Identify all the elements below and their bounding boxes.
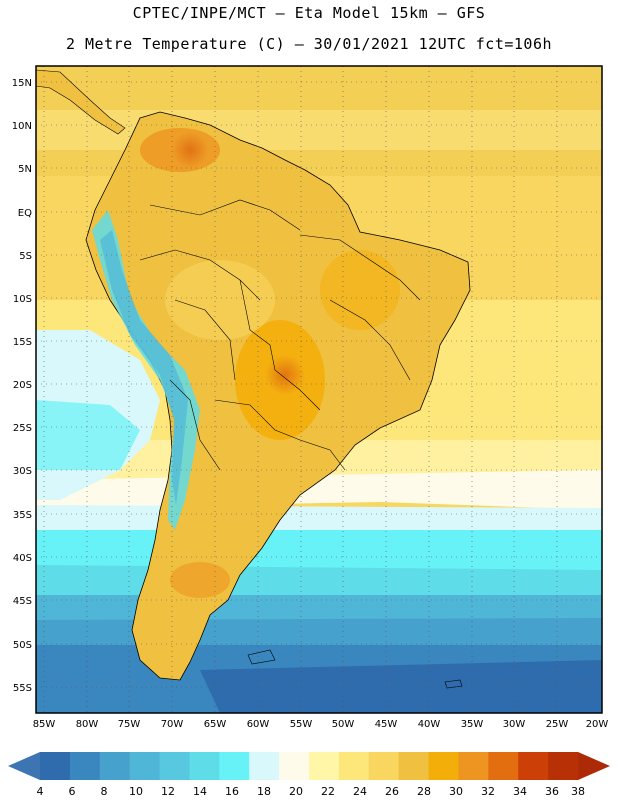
colorbar-label: 22 — [321, 785, 335, 798]
colorbar-label: 16 — [225, 785, 239, 798]
colorbar-swatch — [458, 752, 489, 780]
lon-label: 85W — [33, 719, 56, 730]
colorbar-label: 8 — [101, 785, 108, 798]
colorbar-swatch — [279, 752, 310, 780]
colorbar-swatch — [398, 752, 430, 780]
temperature-field — [36, 66, 602, 713]
longitude-labels: 85W 80W 75W 70W 65W 60W 55W 50W 45W 40W … — [33, 719, 609, 730]
lat-label: 35S — [13, 510, 32, 521]
colorbar-label: 20 — [289, 785, 303, 798]
lat-label: 20S — [13, 380, 32, 391]
colorbar-label: 4 — [37, 785, 44, 798]
colorbar-swatch — [40, 752, 71, 780]
lon-label: 20W — [586, 719, 609, 730]
lon-label: 80W — [76, 719, 99, 730]
lon-label: 45W — [375, 719, 398, 730]
lat-label: 10N — [12, 121, 32, 132]
lon-label: 25W — [546, 719, 569, 730]
lon-label: 55W — [290, 719, 313, 730]
colorbar-label: 14 — [193, 785, 207, 798]
colorbar-label: 18 — [257, 785, 271, 798]
colorbar-swatch — [99, 752, 131, 780]
lat-label: 5N — [18, 164, 32, 175]
colorbar-swatch — [338, 752, 370, 780]
colorbar-swatch — [548, 752, 579, 780]
colorbar-label: 26 — [385, 785, 399, 798]
colorbar: 4 6 8 10 12 14 16 18 20 22 24 26 28 30 3… — [8, 752, 610, 798]
lon-label: 30W — [503, 719, 526, 730]
lat-label: 15N — [12, 78, 32, 89]
lon-label: 50W — [332, 719, 355, 730]
colorbar-label: 30 — [449, 785, 463, 798]
colorbar-swatch — [219, 752, 250, 780]
colorbar-label: 38 — [571, 785, 585, 798]
lat-label: 15S — [13, 337, 32, 348]
lon-label: 35W — [461, 719, 484, 730]
colorbar-swatch — [189, 752, 220, 780]
lat-label: 55S — [13, 683, 32, 694]
colorbar-swatch — [428, 752, 459, 780]
lon-label: 40W — [418, 719, 441, 730]
colorbar-label: 34 — [513, 785, 527, 798]
colorbar-labels: 4 6 8 10 12 14 16 18 20 22 24 26 28 30 3… — [37, 785, 586, 798]
colorbar-swatch — [309, 752, 340, 780]
lat-label: EQ — [18, 208, 32, 219]
lat-label: 30S — [13, 466, 32, 477]
map-title-line2: 2 Metre Temperature (C) – 30/01/2021 12U… — [65, 35, 553, 53]
colorbar-swatch — [159, 752, 190, 780]
lon-label: 60W — [247, 719, 270, 730]
lon-label: 70W — [161, 719, 184, 730]
lat-label: 40S — [13, 553, 32, 564]
colorbar-swatch — [249, 752, 280, 780]
colorbar-low-arrow — [8, 752, 40, 780]
colorbar-swatch — [488, 752, 519, 780]
map-frame — [35, 65, 603, 714]
lat-label: 25S — [13, 423, 32, 434]
colorbar-swatch — [518, 752, 549, 780]
colorbar-label: 10 — [129, 785, 143, 798]
colorbar-swatch — [129, 752, 161, 780]
lon-label: 65W — [204, 719, 227, 730]
lat-label: 50S — [13, 640, 32, 651]
lon-label: 75W — [118, 719, 141, 730]
colorbar-label: 12 — [161, 785, 175, 798]
colorbar-swatch — [69, 752, 101, 780]
latitude-labels: 15N 10N 5N EQ 5S 10S 15S 20S 25S 30S 35S… — [12, 78, 32, 694]
lat-label: 10S — [13, 294, 32, 305]
lat-label: 5S — [19, 251, 32, 262]
colorbar-label: 24 — [353, 785, 367, 798]
colorbar-label: 32 — [481, 785, 495, 798]
colorbar-swatch — [368, 752, 400, 780]
colorbar-high-arrow — [578, 752, 610, 780]
map-title-line1: CPTEC/INPE/MCT – Eta Model 15km – GFS — [132, 4, 486, 22]
colorbar-label: 6 — [69, 785, 76, 798]
colorbar-label: 28 — [417, 785, 431, 798]
colorbar-label: 36 — [545, 785, 559, 798]
lat-label: 45S — [13, 596, 32, 607]
colorbar-swatches — [40, 752, 579, 780]
